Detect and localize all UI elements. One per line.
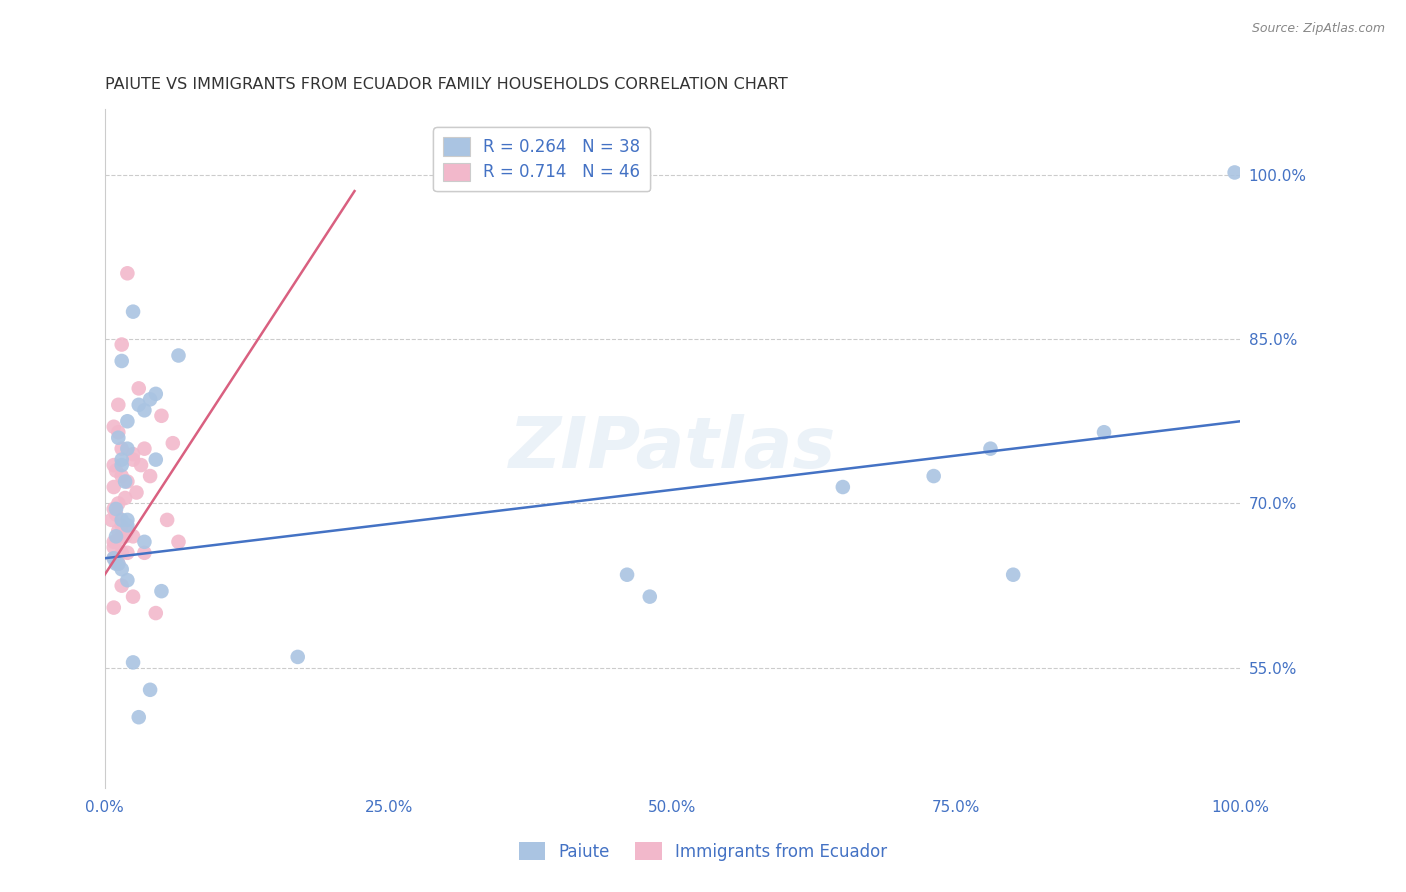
Point bbox=[107, 431, 129, 445]
Point bbox=[107, 425, 129, 440]
Point bbox=[150, 409, 173, 423]
Point bbox=[103, 600, 125, 615]
Point bbox=[100, 513, 122, 527]
Point bbox=[1092, 425, 1115, 440]
Point bbox=[122, 590, 145, 604]
Point bbox=[103, 419, 125, 434]
Point bbox=[111, 513, 134, 527]
Point bbox=[111, 529, 134, 543]
Point bbox=[103, 480, 125, 494]
Point bbox=[922, 469, 945, 483]
Point bbox=[111, 458, 134, 472]
Point bbox=[122, 452, 145, 467]
Point bbox=[107, 496, 129, 510]
Point bbox=[105, 551, 128, 566]
Point bbox=[145, 606, 167, 620]
Point bbox=[134, 534, 156, 549]
Point bbox=[616, 567, 638, 582]
Point bbox=[117, 266, 139, 280]
Point bbox=[105, 464, 128, 478]
Point bbox=[111, 546, 134, 560]
Point bbox=[107, 557, 129, 571]
Point bbox=[128, 398, 150, 412]
Point bbox=[103, 458, 125, 472]
Legend: R = 0.264   N = 38, R = 0.714   N = 46: R = 0.264 N = 38, R = 0.714 N = 46 bbox=[433, 128, 651, 192]
Point bbox=[287, 649, 309, 664]
Point bbox=[105, 534, 128, 549]
Point bbox=[117, 475, 139, 489]
Point bbox=[111, 469, 134, 483]
Point bbox=[117, 546, 139, 560]
Point bbox=[150, 584, 173, 599]
Point bbox=[979, 442, 1001, 456]
Point bbox=[111, 442, 134, 456]
Point bbox=[105, 529, 128, 543]
Point bbox=[638, 590, 661, 604]
Point bbox=[134, 403, 156, 417]
Point bbox=[156, 513, 179, 527]
Point bbox=[111, 579, 134, 593]
Point bbox=[107, 398, 129, 412]
Point bbox=[128, 710, 150, 724]
Point bbox=[111, 562, 134, 576]
Point bbox=[129, 458, 152, 472]
Point bbox=[134, 442, 156, 456]
Text: Source: ZipAtlas.com: Source: ZipAtlas.com bbox=[1251, 22, 1385, 36]
Point bbox=[139, 469, 162, 483]
Legend: Paiute, Immigrants from Ecuador: Paiute, Immigrants from Ecuador bbox=[512, 836, 894, 868]
Point bbox=[128, 381, 150, 395]
Point bbox=[162, 436, 184, 450]
Point bbox=[103, 502, 125, 516]
Text: PAIUTE VS IMMIGRANTS FROM ECUADOR FAMILY HOUSEHOLDS CORRELATION CHART: PAIUTE VS IMMIGRANTS FROM ECUADOR FAMILY… bbox=[104, 78, 787, 93]
Point bbox=[114, 475, 136, 489]
Point bbox=[103, 551, 125, 566]
Point bbox=[103, 534, 125, 549]
Point bbox=[107, 524, 129, 538]
Point bbox=[117, 524, 139, 538]
Point bbox=[111, 452, 134, 467]
Point bbox=[105, 557, 128, 571]
Point bbox=[105, 508, 128, 522]
Point bbox=[111, 354, 134, 368]
Text: ZIPatlas: ZIPatlas bbox=[509, 414, 837, 483]
Point bbox=[122, 529, 145, 543]
Point bbox=[111, 337, 134, 351]
Point bbox=[145, 387, 167, 401]
Point bbox=[114, 491, 136, 505]
Point bbox=[117, 414, 139, 428]
Point bbox=[117, 518, 139, 533]
Point bbox=[125, 485, 148, 500]
Point bbox=[122, 656, 145, 670]
Point bbox=[107, 557, 129, 571]
Point bbox=[1002, 567, 1025, 582]
Point bbox=[105, 502, 128, 516]
Point bbox=[831, 480, 853, 494]
Point bbox=[114, 529, 136, 543]
Point bbox=[167, 349, 190, 363]
Point bbox=[117, 513, 139, 527]
Point bbox=[103, 551, 125, 566]
Point bbox=[1223, 165, 1246, 179]
Point bbox=[139, 392, 162, 407]
Point bbox=[103, 541, 125, 555]
Point bbox=[145, 452, 167, 467]
Point bbox=[167, 534, 190, 549]
Point bbox=[134, 546, 156, 560]
Point bbox=[122, 304, 145, 318]
Point bbox=[117, 573, 139, 587]
Point bbox=[139, 682, 162, 697]
Point bbox=[122, 447, 145, 461]
Point bbox=[117, 442, 139, 456]
Point bbox=[111, 518, 134, 533]
